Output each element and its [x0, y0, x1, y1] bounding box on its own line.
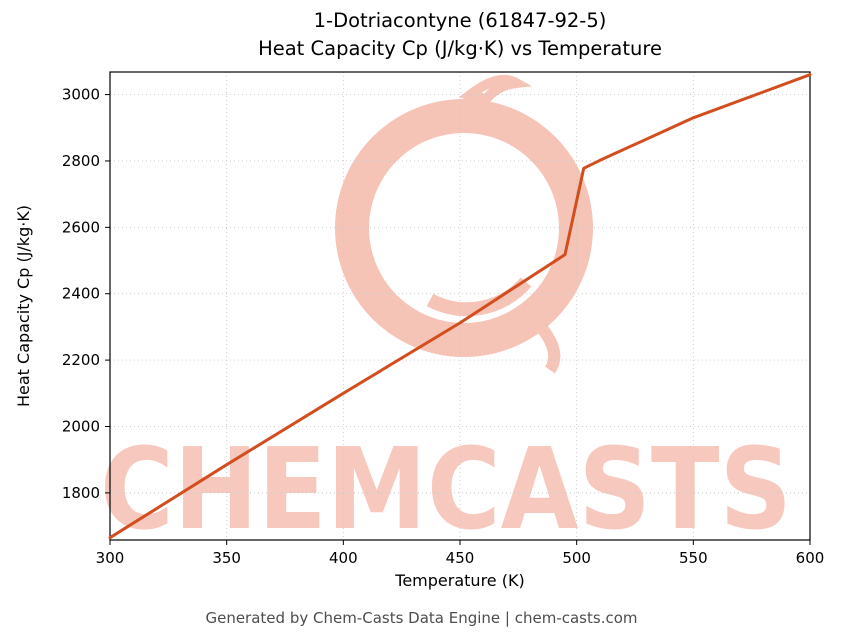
y-tick-label: 3000: [62, 86, 100, 104]
y-tick-label: 2400: [62, 285, 100, 303]
x-tick-label: 400: [329, 549, 358, 567]
y-tick-label: 2800: [62, 152, 100, 170]
x-tick-label: 550: [679, 549, 708, 567]
x-tick-label: 450: [446, 549, 475, 567]
chart-title: 1-Dotriacontyne (61847-92-5): [313, 9, 607, 32]
y-tick-label: 2600: [62, 218, 100, 236]
y-tick-label: 2200: [62, 351, 100, 369]
footer-caption: Generated by Chem-Casts Data Engine | ch…: [205, 609, 638, 627]
x-tick-label: 350: [212, 549, 241, 567]
chart-subtitle: Heat Capacity Cp (J/kg·K) vs Temperature: [258, 37, 662, 60]
x-tick-label: 500: [562, 549, 591, 567]
x-axis-label: Temperature (K): [395, 571, 525, 590]
plot-border: [109, 71, 811, 541]
y-axis-label: Heat Capacity Cp (J/kg·K): [14, 204, 33, 408]
x-tick-label: 300: [96, 549, 125, 567]
y-tick-label: 2000: [62, 417, 100, 435]
x-tick-label: 600: [796, 549, 825, 567]
cp-vs-temperature-line: [108, 73, 812, 540]
y-tick-label: 1800: [62, 484, 100, 502]
watermark-text: CHEMCASTS: [100, 425, 792, 555]
